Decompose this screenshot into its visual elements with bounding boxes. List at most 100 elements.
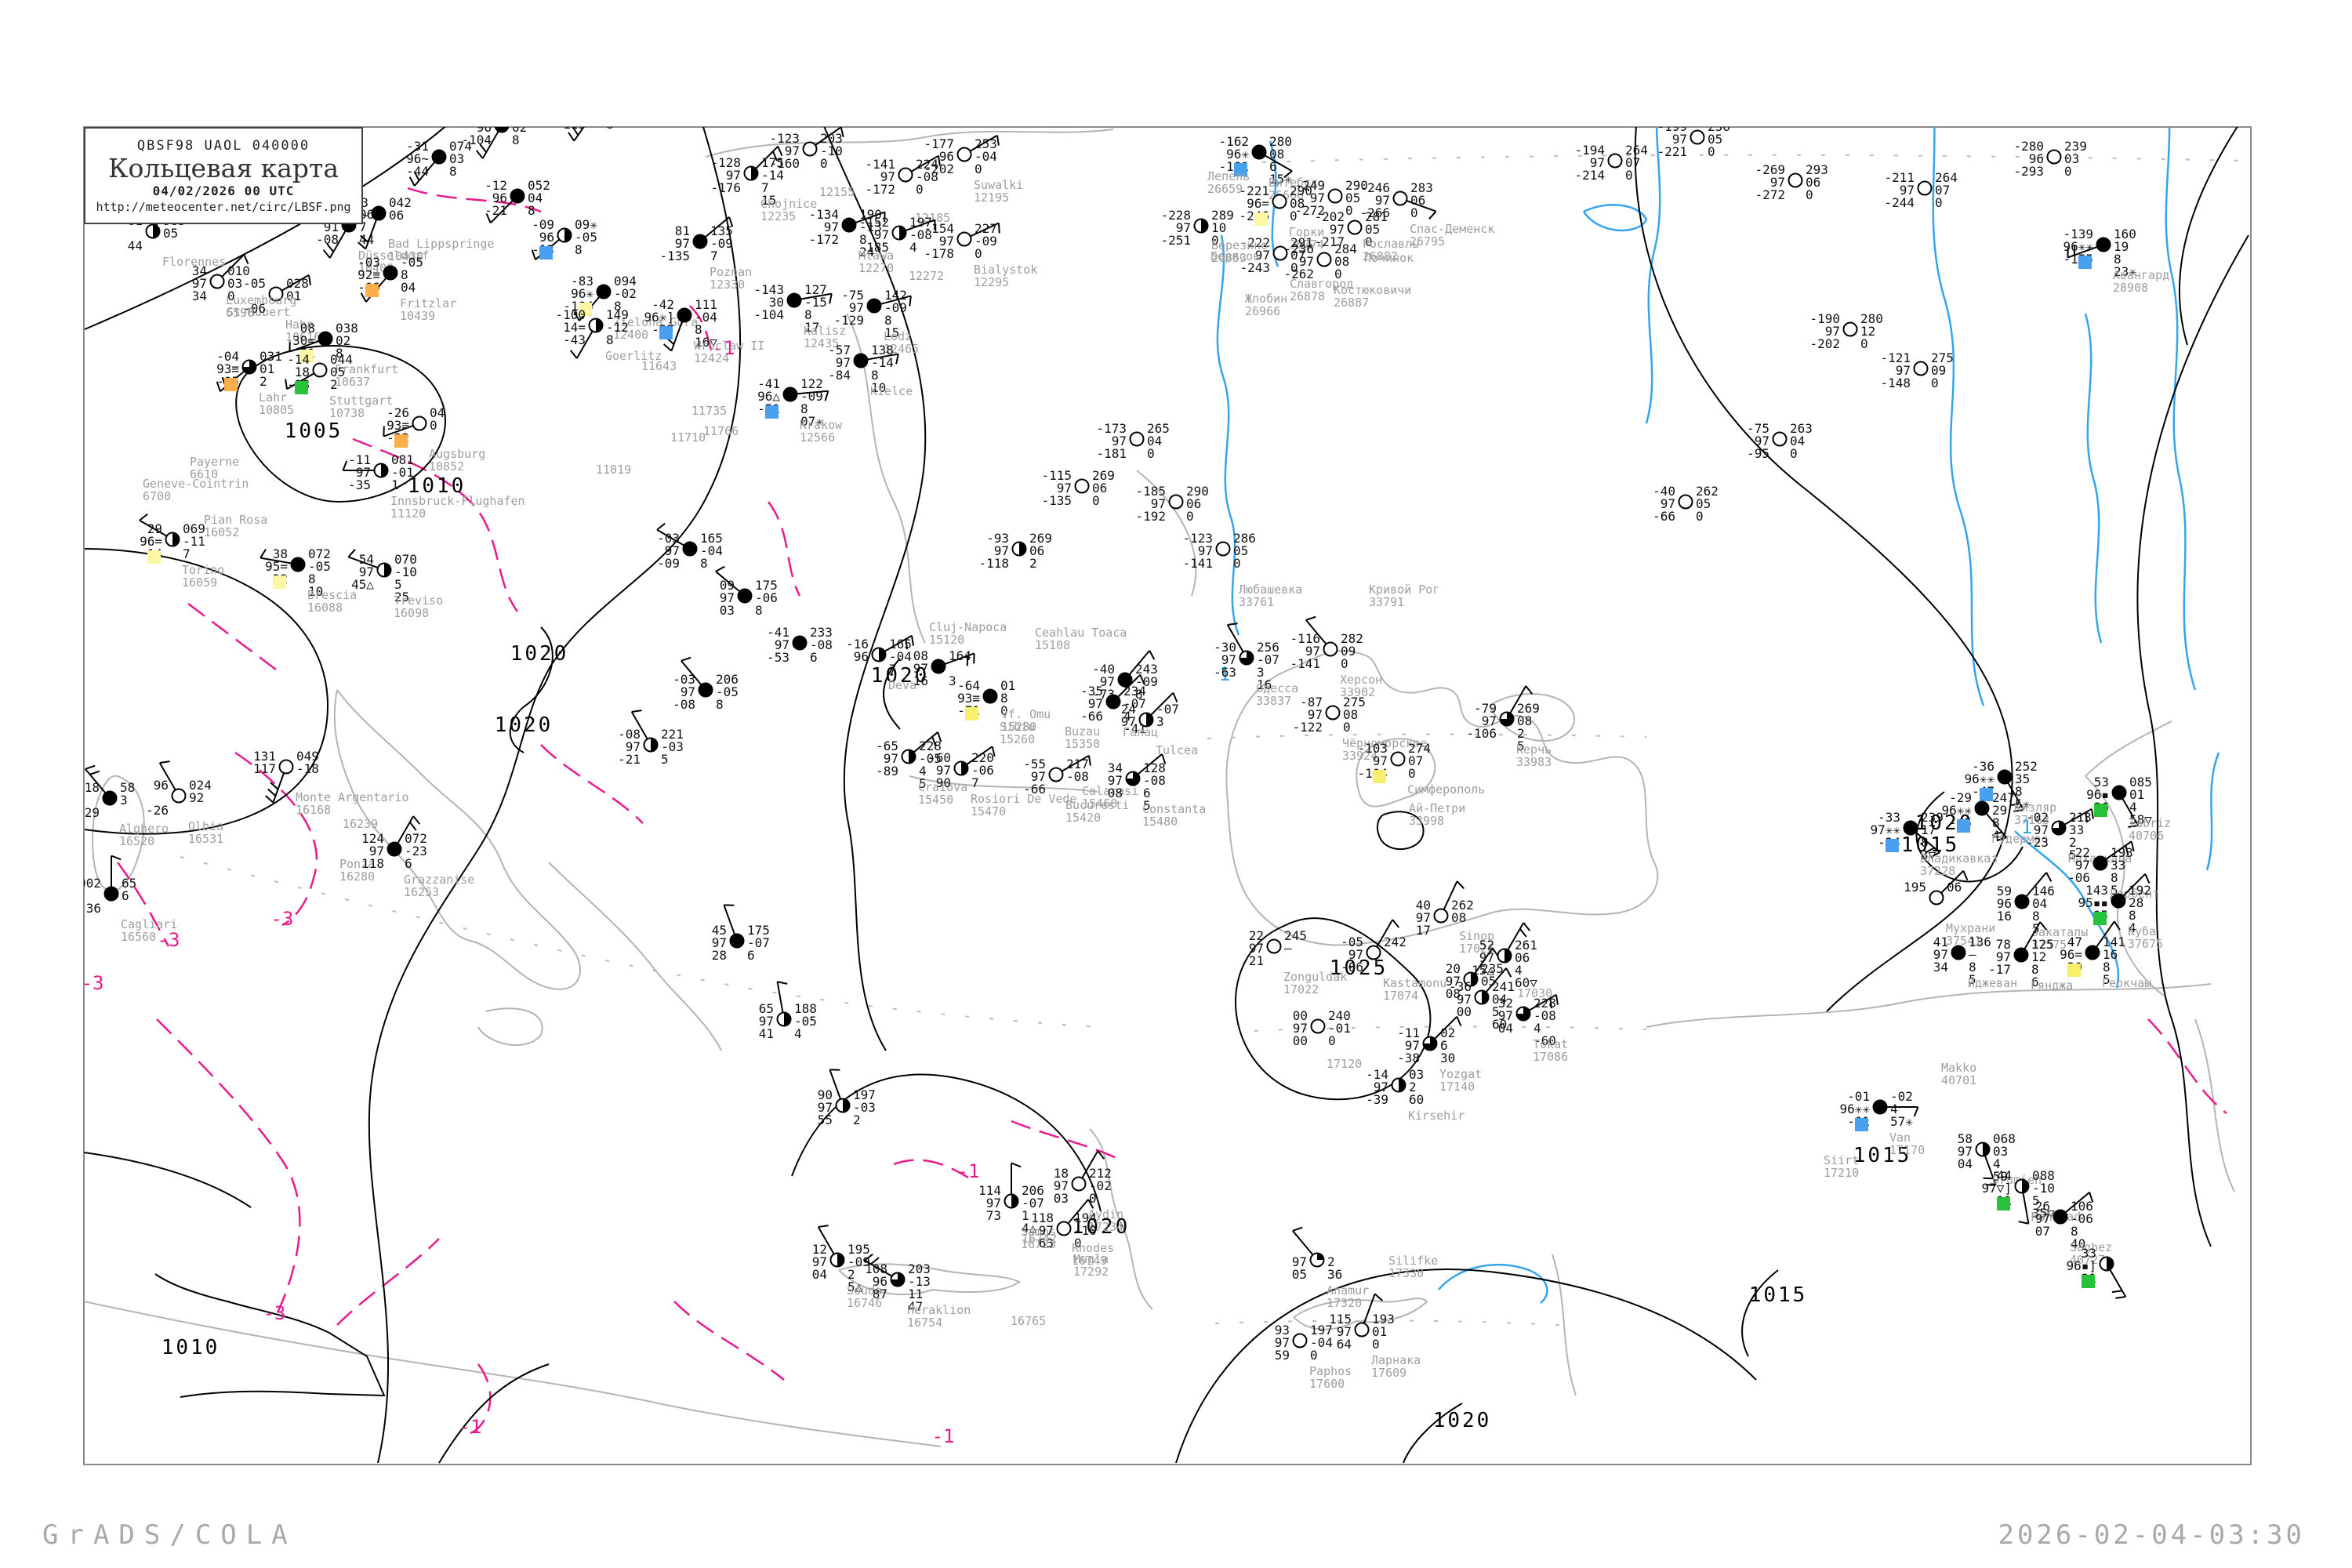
wind-barb <box>704 216 730 238</box>
map-text: -106 <box>1466 726 1497 741</box>
map-text: -14 <box>871 355 894 370</box>
map-text: Monte Argentario <box>296 790 409 804</box>
map-text: 01 <box>286 289 301 303</box>
map-text: 8 <box>1135 687 1143 702</box>
map-text: -141 <box>1182 556 1213 571</box>
map-text: 08 <box>1343 707 1358 722</box>
wind-barb <box>1128 650 1150 676</box>
map-text: 08 <box>300 321 315 336</box>
map-text: — <box>1969 947 1976 962</box>
wind-barb-tick <box>1555 994 1559 1005</box>
map-text: 8 <box>871 368 879 383</box>
map-text: 01 <box>2129 787 2144 802</box>
map-text: 37228 <box>1920 864 1955 878</box>
map-text: 30= <box>292 333 315 348</box>
map-text: 45 <box>712 923 727 938</box>
map-text: -31 <box>406 139 429 154</box>
isotherm-line <box>234 751 318 927</box>
map-text: 37163 <box>2014 813 2049 827</box>
map-text: 240 <box>1328 1008 1351 1023</box>
wind-barb-tick <box>265 795 274 804</box>
cloud-cover-fill <box>2054 1210 2067 1223</box>
isobar-line <box>84 548 329 835</box>
map-text: 00 <box>1293 1033 1308 1048</box>
map-text: 97 <box>675 236 690 251</box>
cloud-cover-circle <box>1215 541 1231 557</box>
map-text: 16253 <box>404 885 439 899</box>
cloud-cover-fill <box>1011 1194 1018 1208</box>
graticule-line <box>1261 154 2243 163</box>
map-text: -222 <box>1240 235 1270 250</box>
map-text: Херсон <box>1340 673 1382 687</box>
cloud-cover-fill <box>678 309 691 321</box>
wind-barb <box>1985 812 2007 838</box>
map-text: 97 <box>1305 644 1320 659</box>
cloud-cover-circle <box>1772 431 1788 447</box>
map-text: -199 <box>1657 119 1687 134</box>
map-text: -05 <box>1341 935 1363 949</box>
map-text: Lodz <box>884 329 912 343</box>
map-text: 8 <box>1992 815 2000 830</box>
cloud-cover-fill <box>564 228 572 242</box>
map-text: 26853 <box>1211 251 1247 265</box>
map-text: -244 <box>1884 195 1915 210</box>
map-text: 93≡ <box>216 361 239 376</box>
map-text: 7 <box>710 249 718 263</box>
cloud-cover-fill <box>793 637 806 649</box>
map-text: -08 <box>673 697 695 712</box>
map-text: -202 <box>924 162 954 176</box>
map-text: 234 <box>1123 684 1146 699</box>
wind-barb-tick <box>1161 753 1167 764</box>
station-label: 11019 <box>596 463 631 477</box>
map-text: 17330 <box>1388 1266 1424 1280</box>
map-text: 97 <box>836 355 851 370</box>
map-text: 33924 <box>1342 749 1377 763</box>
map-text: 203 <box>820 131 843 146</box>
map-text: Tabriz <box>2129 816 2171 830</box>
map-text: Heraklion <box>907 1303 971 1317</box>
map-text: -104 <box>461 132 492 147</box>
map-text: 293 <box>1806 162 1828 177</box>
wind-barb-tick <box>2013 809 2024 812</box>
map-text: 97 <box>880 169 895 184</box>
map-text: Siirt <box>1824 1153 1859 1167</box>
wind-barb <box>2063 808 2092 826</box>
map-text: Костюковичи <box>1334 283 1411 297</box>
map-text: 6 <box>2031 975 2039 989</box>
coastline <box>333 689 581 990</box>
wind-barb-tick <box>1523 922 1531 931</box>
map-text: 206 <box>1022 1183 1044 1198</box>
map-text: 97 <box>1896 363 1911 378</box>
map-text: 4 <box>2129 800 2137 815</box>
map-text: 57✳ <box>1890 1114 1913 1129</box>
wind-barb-tick <box>85 764 96 770</box>
wind-barb-tick <box>1011 1162 1022 1168</box>
wind-barb-tick <box>89 770 100 775</box>
map-text: 018 <box>77 780 100 795</box>
map-text: 22 <box>1249 928 1264 943</box>
map-text: Кизляр <box>2014 800 2056 815</box>
map-text: 52 <box>1479 938 1494 953</box>
map-text: -75 <box>1747 421 1769 436</box>
cloud-cover-fill <box>590 103 602 116</box>
map-text: 0 <box>1341 656 1348 671</box>
map-text: Владикавказ <box>1920 851 1998 866</box>
map-text: 16746 <box>847 1296 882 1310</box>
map-text: 6610 <box>190 467 218 481</box>
map-text: 224 <box>916 157 938 172</box>
map-text: -41 <box>767 625 789 640</box>
map-text: 8 <box>716 697 724 712</box>
map-text: 0 <box>1186 509 1194 524</box>
coastline <box>2194 1018 2235 1192</box>
map-text: 15480 <box>1142 815 1178 829</box>
cloud-cover-fill <box>2015 949 2027 961</box>
cloud-cover-fill <box>511 190 524 202</box>
map-text: Одесса <box>1256 681 1298 695</box>
